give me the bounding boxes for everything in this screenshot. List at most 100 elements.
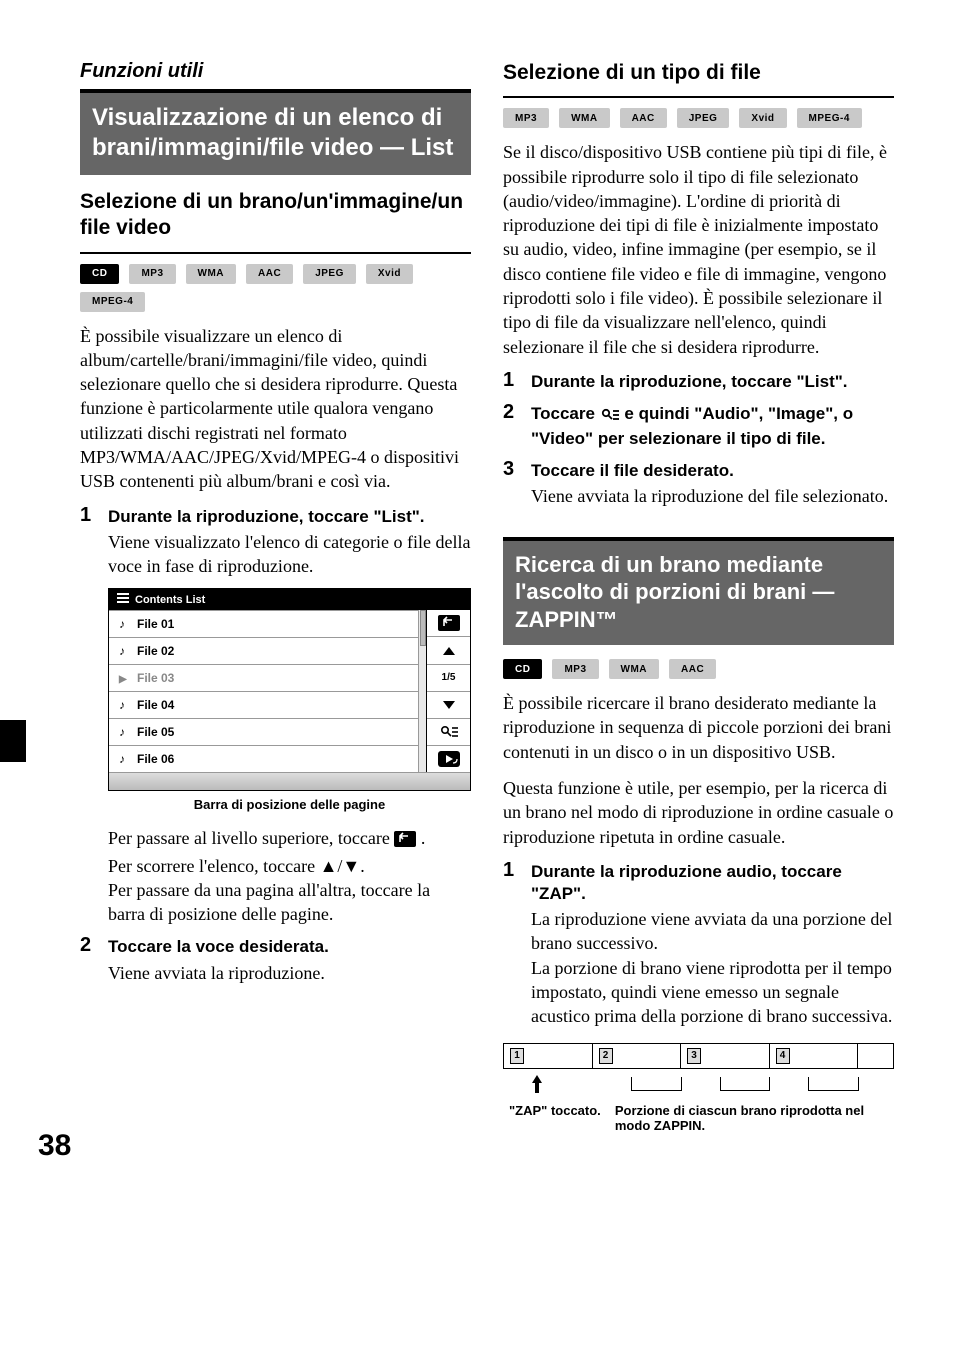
up-level-icon [394,829,416,853]
format-badges: CDMP3WMAAACJPEGXvidMPEG-4 [80,264,471,312]
intro-paragraph: Se il disco/dispositivo USB contiene più… [503,140,894,359]
format-badge: MP3 [129,264,175,284]
rule [503,96,894,98]
step-body: Viene visualizzato l'elenco di categorie… [108,530,471,579]
zappin-tracks: 1 2 34 [503,1043,894,1069]
play-button[interactable] [427,745,470,772]
format-badge: CD [503,659,542,679]
bracket-icon [808,1077,859,1091]
step-1: Durante la riproduzione, toccare "List". [503,371,894,393]
format-badges: CD MP3 WMA AAC [503,659,894,679]
contents-list-row[interactable]: File 05 [109,718,418,745]
step-body: Viene avviata la riproduzione del file s… [531,484,894,508]
page-position-bar[interactable] [109,772,470,790]
step-body: Viene avviata la riproduzione. [108,961,471,985]
format-badge: Xvid [739,108,786,128]
zappin-track: 4 [770,1043,859,1069]
contents-list-row[interactable]: File 01 [109,610,418,637]
contents-list-header: Contents List [109,589,470,610]
step-heading: Toccare e quindi "Audio", "Image", o "Vi… [531,403,894,450]
scroll-down-button[interactable] [427,691,470,718]
format-badge: MPEG-4 [80,292,145,312]
format-badge: JPEG [677,108,730,128]
page-indicator: 1/5 [427,664,470,691]
scroll-thumb[interactable] [420,610,426,646]
filetype-filter-icon [600,406,620,428]
subsection-heading: Selezione di un brano/un'immagine/un fil… [80,189,471,242]
zappin-intro-2: Questa funzione è utile, per esempio, pe… [503,776,894,849]
intro-paragraph: È possibile visualizzare un elenco di al… [80,324,471,494]
step-heading: Durante la riproduzione audio, toccare "… [531,861,894,905]
zappin-track-continuation [858,1043,894,1069]
figure-caption: Barra di posizione delle pagine [108,797,471,812]
format-badge: WMA [609,659,660,679]
step-1: Durante la riproduzione, toccare "List".… [80,506,471,927]
contents-list-screenshot: Contents List File 01 File 02 File 03 File … [108,588,471,791]
page-number: 38 [38,1129,71,1163]
contents-list-title: Contents List [135,594,205,606]
subsection-heading: Selezione di un tipo di file [503,60,894,86]
playing-icon [119,671,129,685]
format-badges: MP3WMAAACJPEGXvidMPEG-4 [503,108,894,128]
side-tab [0,720,26,762]
step-heading: Durante la riproduzione, toccare "List". [108,506,471,528]
bracket-icon [631,1077,682,1091]
format-badge: WMA [186,264,237,284]
filetype-filter-button[interactable] [427,718,470,745]
section-title: Ricerca di un brano mediante l'ascolto d… [503,539,894,646]
format-badge: AAC [669,659,716,679]
music-note-icon [119,644,129,658]
format-badge: Xvid [366,264,413,284]
track-number: 2 [599,1048,613,1064]
format-badge: AAC [620,108,667,128]
step-2: Toccare e quindi "Audio", "Image", o "Vi… [503,403,894,450]
step-heading: Toccare il file desiderato. [531,460,894,482]
format-badge: MPEG-4 [797,108,862,128]
step-heading: Toccare la voce desiderata. [108,936,471,958]
music-note-icon [119,725,129,739]
step-body: La riproduzione viene avviata da una por… [531,907,894,1028]
file-label: File 06 [137,752,174,766]
music-note-icon [119,617,129,631]
scroll-up-button[interactable] [427,636,470,663]
section-supertitle: Funzioni utili [80,60,471,83]
zappin-intro-1: È possibile ricercare il brano desiderat… [503,691,894,764]
format-badge: CD [80,264,119,284]
section-title: Visualizzazione di un elenco di brani/im… [80,91,471,175]
step-2: Toccare la voce desiderata. Viene avviat… [80,936,471,984]
contents-list-row[interactable]: File 06 [109,745,418,772]
rule [80,252,471,254]
arrow-up-icon [531,1075,543,1098]
step-3: Toccare il file desiderato. Viene avviat… [503,460,894,508]
file-label: File 03 [137,671,174,685]
zappin-arrow-row [503,1075,894,1099]
file-label: File 01 [137,617,174,631]
zappin-track: 1 [503,1043,593,1069]
music-note-icon [119,752,129,766]
file-label: File 05 [137,725,174,739]
list-icon [117,593,129,606]
scrollbar[interactable] [418,610,426,772]
left-column: Funzioni utili Visualizzazione di un ele… [80,60,471,1133]
zappin-timeline: 1 2 34 "ZAP" toccato. Porzione di ciascun … [503,1043,894,1133]
format-badge: AAC [246,264,293,284]
track-number: 1 [510,1048,524,1064]
file-label: File 02 [137,644,174,658]
format-badge: WMA [559,108,610,128]
contents-list-row[interactable]: File 02 [109,637,418,664]
zappin-step-1: Durante la riproduzione audio, toccare "… [503,861,894,1029]
right-column: Selezione di un tipo di file MP3 WMA AAC JP… [503,60,894,1133]
track-number: 4 [776,1048,790,1064]
contents-list-row[interactable]: File 04 [109,691,418,718]
side-controls: 1/5 [426,610,470,772]
step-heading: Durante la riproduzione, toccare "List". [531,371,894,393]
zappin-label-right: Porzione di ciascun brano riprodotta nel… [615,1103,894,1133]
zappin-track: 3 [681,1043,770,1069]
zappin-label-left: "ZAP" toccato. [503,1103,615,1133]
contents-list-row[interactable]: File 03 [109,664,418,691]
up-level-button[interactable] [427,610,470,636]
bracket-icon [720,1077,771,1091]
post-figure-text: Per passare al livello superiore, toccar… [108,826,471,926]
format-badge: MP3 [552,659,598,679]
music-note-icon [119,698,129,712]
